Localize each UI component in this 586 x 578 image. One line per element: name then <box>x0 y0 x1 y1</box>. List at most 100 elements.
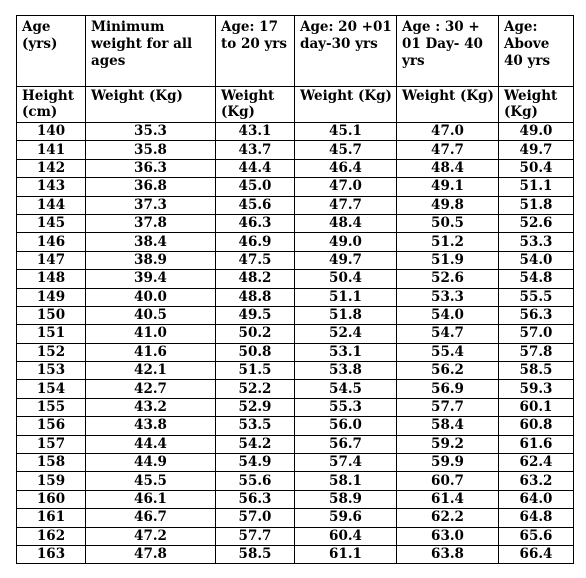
weight-cell: 58.9 <box>294 489 397 510</box>
weight-cell: 54.5 <box>294 379 397 399</box>
table-row: 158 44.9 54.9 57.4 59.9 62.4 <box>16 453 574 473</box>
weight-cell: 55.3 <box>294 397 397 418</box>
weight-cell: 37.3 <box>85 195 216 215</box>
weight-table: Age (yrs) Minimum weight for all ages Ag… <box>16 15 574 565</box>
weight-cell: 47.7 <box>294 195 397 215</box>
height-cell: 160 <box>16 489 86 510</box>
weight-cell: 49.8 <box>396 195 499 215</box>
weight-cell: 51.5 <box>215 361 295 381</box>
weight-cell: 40.5 <box>85 305 216 326</box>
weight-cell: 46.7 <box>85 508 216 528</box>
weight-cell: 47.8 <box>85 544 216 565</box>
weight-cell: 54.0 <box>396 305 499 326</box>
table-row: 148 39.4 48.2 50.4 52.6 54.8 <box>16 269 574 289</box>
table-row: 145 37.8 46.3 48.4 50.5 52.6 <box>16 213 574 234</box>
height-cell: 156 <box>16 416 86 436</box>
table-row: 156 43.8 53.5 56.0 58.4 60.8 <box>16 416 574 436</box>
weight-cell: 53.8 <box>294 361 397 381</box>
weight-cell: 51.9 <box>396 250 499 271</box>
weight-cell: 45.7 <box>294 140 397 160</box>
subheader-weight-20-30: Weight (Kg) <box>294 86 397 123</box>
table-row: 155 43.2 52.9 55.3 57.7 60.1 <box>16 397 574 418</box>
table-body: 140 35.3 43.1 45.1 47.0 49.0 141 35.8 43.7 45.7 47… <box>16 121 574 565</box>
table-row: 150 40.5 49.5 51.8 54.0 56.3 <box>16 305 574 326</box>
weight-cell: 36.3 <box>85 158 216 179</box>
weight-cell: 47.5 <box>215 250 295 271</box>
table-row: 151 41.0 50.2 52.4 54.7 57.0 <box>16 324 574 344</box>
table-row: 142 36.3 44.4 46.4 48.4 50.4 <box>16 158 574 179</box>
weight-cell: 49.0 <box>498 121 574 142</box>
height-cell: 150 <box>16 305 86 326</box>
weight-cell: 61.6 <box>498 434 574 455</box>
weight-cell: 44.9 <box>85 453 216 473</box>
height-cell: 155 <box>16 397 86 418</box>
weight-cell: 53.1 <box>294 342 397 363</box>
weight-cell: 50.2 <box>215 324 295 344</box>
weight-cell: 54.9 <box>215 453 295 473</box>
height-cell: 158 <box>16 453 86 473</box>
weight-cell: 57.0 <box>498 324 574 344</box>
weight-cell: 48.8 <box>215 287 295 307</box>
weight-cell: 49.7 <box>294 250 397 271</box>
weight-cell: 57.4 <box>294 453 397 473</box>
weight-cell: 58.5 <box>215 544 295 565</box>
weight-cell: 60.1 <box>498 397 574 418</box>
weight-cell: 57.7 <box>215 526 295 546</box>
weight-cell: 54.7 <box>396 324 499 344</box>
weight-cell: 46.4 <box>294 158 397 179</box>
weight-cell: 56.3 <box>498 305 574 326</box>
weight-cell: 63.2 <box>498 471 574 491</box>
weight-cell: 56.7 <box>294 434 397 455</box>
weight-cell: 42.1 <box>85 361 216 381</box>
height-cell: 153 <box>16 361 86 381</box>
weight-cell: 51.2 <box>396 232 499 252</box>
header-minimum-weight: Minimum weight for all ages <box>85 15 216 87</box>
subheader-weight-above-40: Weight (Kg) <box>498 86 574 123</box>
height-cell: 148 <box>16 269 86 289</box>
weight-cell: 46.3 <box>215 213 295 234</box>
weight-cell: 58.1 <box>294 471 397 491</box>
height-cell: 159 <box>16 471 86 491</box>
weight-cell: 62.4 <box>498 453 574 473</box>
weight-cell: 42.7 <box>85 379 216 399</box>
subheader-row: Height (cm) Weight (Kg) Weight (Kg) Weig… <box>16 86 574 123</box>
table-row: 146 38.4 46.9 49.0 51.2 53.3 <box>16 232 574 252</box>
weight-cell: 52.6 <box>396 269 499 289</box>
table-row: 141 35.8 43.7 45.7 47.7 49.7 <box>16 140 574 160</box>
weight-cell: 49.7 <box>498 140 574 160</box>
table-row: 147 38.9 47.5 49.7 51.9 54.0 <box>16 250 574 271</box>
weight-cell: 47.2 <box>85 526 216 546</box>
weight-cell: 53.3 <box>396 287 499 307</box>
table-row: 154 42.7 52.2 54.5 56.9 59.3 <box>16 379 574 399</box>
subheader-weight-min: Weight (Kg) <box>85 86 216 123</box>
table-row: 161 46.7 57.0 59.6 62.2 64.8 <box>16 508 574 528</box>
weight-cell: 60.7 <box>396 471 499 491</box>
subheader-height: Height (cm) <box>16 86 86 123</box>
weight-cell: 53.5 <box>215 416 295 436</box>
table-row: 160 46.1 56.3 58.9 61.4 64.0 <box>16 489 574 510</box>
weight-cell: 61.4 <box>396 489 499 510</box>
weight-cell: 57.0 <box>215 508 295 528</box>
weight-cell: 59.6 <box>294 508 397 528</box>
table-row: 149 40.0 48.8 51.1 53.3 55.5 <box>16 287 574 307</box>
weight-cell: 56.9 <box>396 379 499 399</box>
weight-cell: 52.6 <box>498 213 574 234</box>
table-row: 153 42.1 51.5 53.8 56.2 58.5 <box>16 361 574 381</box>
height-cell: 145 <box>16 213 86 234</box>
weight-cell: 49.0 <box>294 232 397 252</box>
weight-cell: 56.0 <box>294 416 397 436</box>
weight-cell: 49.5 <box>215 305 295 326</box>
weight-cell: 47.7 <box>396 140 499 160</box>
weight-cell: 53.3 <box>498 232 574 252</box>
weight-cell: 43.7 <box>215 140 295 160</box>
weight-cell: 59.9 <box>396 453 499 473</box>
header-age-above-40: Age: Above 40 yrs <box>498 15 574 87</box>
weight-cell: 38.4 <box>85 232 216 252</box>
table-row: 162 47.2 57.7 60.4 63.0 65.6 <box>16 526 574 546</box>
weight-cell: 60.8 <box>498 416 574 436</box>
weight-cell: 51.1 <box>498 177 574 197</box>
weight-cell: 36.8 <box>85 177 216 197</box>
weight-cell: 58.4 <box>396 416 499 436</box>
weight-cell: 63.0 <box>396 526 499 546</box>
height-cell: 152 <box>16 342 86 363</box>
